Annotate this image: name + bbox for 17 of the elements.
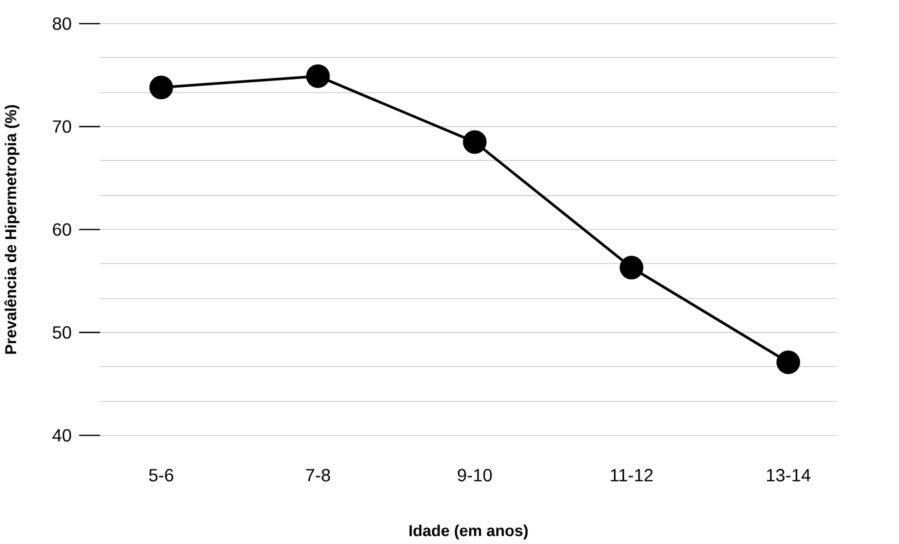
y-tick-label: 60 (52, 223, 72, 236)
x-tick-label: 9-10 (458, 469, 492, 482)
point (149, 76, 174, 100)
y-tick-label: 70 (52, 120, 72, 133)
point (306, 64, 330, 88)
y-tick-label: 80 (52, 18, 72, 30)
x-axis-title: Idade (em anos) (410, 524, 528, 540)
x-tick-label: 7-8 (306, 469, 330, 482)
point (620, 256, 644, 280)
y-tick-label: 50 (52, 326, 72, 339)
y-axis-title: Prevalência de Hipermetropia (%) (4, 105, 20, 354)
x-tick-label: 13-14 (766, 469, 810, 482)
y-tick-label: 40 (52, 429, 72, 442)
point (776, 350, 800, 374)
x-tick-label: 11-12 (610, 469, 653, 482)
point (462, 130, 487, 154)
x-tick-label: 5-6 (149, 469, 174, 482)
